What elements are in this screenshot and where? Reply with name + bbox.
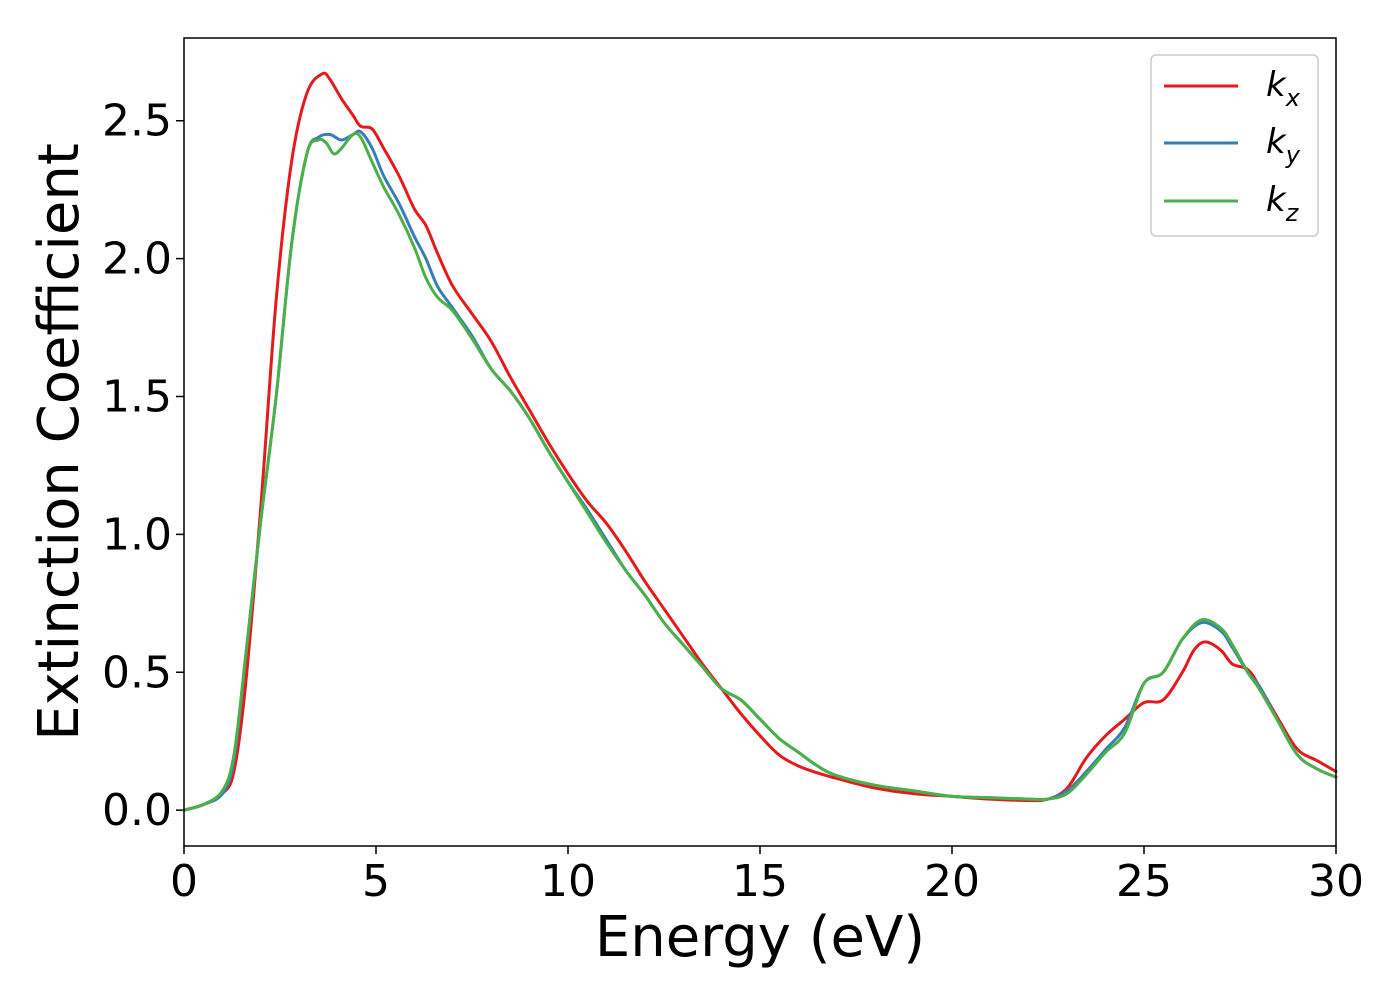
y-axis-ticks: 0.0 0.5 1.0 1.5 2.0 2.5 (102, 96, 184, 836)
y-tick-label: 0.5 (102, 647, 172, 698)
x-axis-ticks: 0 5 10 15 20 25 30 (170, 846, 1364, 907)
x-tick-label: 10 (540, 856, 596, 907)
legend-label-z: kz (1266, 180, 1300, 227)
legend-label-y: ky (1266, 122, 1301, 169)
legend-label-subscript: z (1285, 199, 1300, 227)
legend-label-base: k (1266, 65, 1287, 105)
x-tick-label: 25 (1116, 856, 1172, 907)
legend-label-subscript: x (1285, 84, 1301, 112)
y-tick-label: 0.0 (102, 785, 172, 836)
legend-label-subscript: y (1285, 141, 1301, 169)
x-tick-label: 20 (924, 856, 980, 907)
series-line-x (182, 71, 1338, 812)
legend-box (1150, 54, 1319, 237)
x-tick-label: 30 (1308, 856, 1364, 907)
plot-frame (183, 37, 1337, 847)
series-layer (182, 71, 1338, 812)
legend-label-base: k (1266, 122, 1287, 162)
x-tick-label: 0 (170, 856, 198, 907)
y-tick-label: 2.0 (102, 234, 172, 285)
y-tick-label: 1.5 (102, 371, 172, 422)
legend-label-base: k (1266, 180, 1287, 220)
y-tick-label: 1.0 (102, 509, 172, 560)
y-tick-label: 2.5 (102, 96, 172, 147)
series-line-z (182, 131, 1338, 812)
legend-label-x: kx (1266, 65, 1301, 112)
x-tick-label: 5 (362, 856, 390, 907)
x-tick-label: 15 (732, 856, 788, 907)
x-axis-label: Energy (eV) (595, 905, 925, 970)
y-axis-label: Extinction Coefficient (27, 143, 92, 741)
